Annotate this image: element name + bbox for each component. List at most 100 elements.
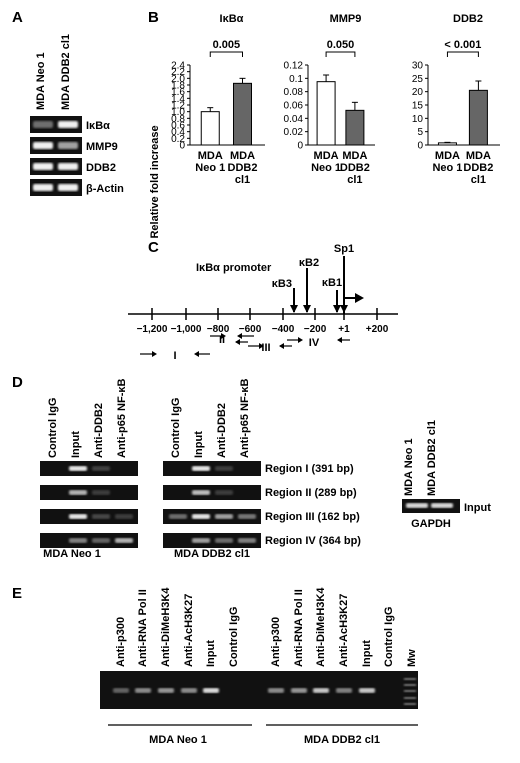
- histone-lane-label: Mw: [406, 649, 418, 667]
- histone-lane-label: Input: [205, 640, 217, 667]
- region-label-d1: Region I (391 bp): [265, 463, 354, 475]
- panel-label-e: E: [12, 585, 22, 602]
- y-tick-label: 1.4: [171, 94, 185, 105]
- histone-lane-label: Anti-RNA Pol II: [137, 589, 149, 667]
- gel-strip-mmp9: [30, 137, 82, 154]
- histone-band: [291, 688, 307, 693]
- y-tick-label: 30: [412, 61, 424, 72]
- y-tick-label: 1.2: [171, 101, 185, 112]
- bar: [345, 109, 365, 146]
- chip-gel-strip: [40, 533, 138, 548]
- promoter-tick-label: +200: [366, 324, 389, 335]
- panel-label-a: A: [12, 9, 23, 26]
- site-label-kb1: κB1: [322, 277, 342, 289]
- region-label-d4: Region IV (364 bp): [265, 535, 361, 547]
- significance-bracket: [325, 51, 356, 57]
- band-a: [58, 184, 78, 191]
- gel-strip-ddb2: [30, 158, 82, 175]
- histone-lane-label: Anti-DiMeH3K4: [315, 587, 327, 667]
- category-label: Neo 1: [195, 162, 225, 174]
- chip-band: [215, 466, 233, 471]
- histone-band: [359, 688, 375, 693]
- panel-a-gel: [30, 116, 82, 196]
- chip-band: [69, 466, 87, 471]
- p-value: 0.050: [327, 39, 355, 51]
- category-label: cl1: [235, 174, 250, 186]
- site-arrowhead-kb1: [333, 305, 341, 313]
- p-value: 0.005: [213, 39, 241, 51]
- chip-lane-label: Anti-DDB2: [216, 403, 228, 458]
- chip-lane-label: Anti-p65 NF-κB: [116, 378, 128, 458]
- gene-label-ddb2: DDB2: [86, 162, 116, 174]
- panel-a-lane-label-neo: MDA Neo 1: [35, 52, 47, 110]
- y-tick-label: 0.06: [284, 101, 304, 112]
- group-label-d-neo: MDA Neo 1: [43, 548, 101, 560]
- histone-band: [336, 688, 352, 693]
- tss-arrow: [343, 297, 356, 314]
- bar: [233, 82, 252, 146]
- chip-lane-label: Input: [70, 431, 82, 458]
- chip-band: [192, 514, 210, 519]
- gene-label-mmp9: MMP9: [86, 141, 118, 153]
- chip-band: [192, 466, 210, 471]
- y-tick-label: 15: [412, 101, 424, 112]
- y-tick-label: 25: [412, 74, 424, 85]
- gene-label-actin: β-Actin: [86, 183, 124, 195]
- chip-band: [215, 538, 233, 543]
- chip-band: [238, 538, 256, 543]
- region-label-d3: Region III (162 bp): [265, 511, 360, 523]
- histone-band: [268, 688, 284, 693]
- category-label: DDB2: [228, 162, 258, 174]
- chip-gel-strip: [163, 533, 261, 548]
- histone-band: [158, 688, 174, 693]
- y-tick-label: 20: [412, 87, 424, 98]
- chip-band: [69, 490, 87, 495]
- histone-lane-label: Control IgG: [228, 607, 240, 668]
- histone-lane-label: Control IgG: [383, 607, 395, 668]
- histone-band: [135, 688, 151, 693]
- y-tick-label: 0.8: [171, 114, 185, 125]
- gapdh-lane-label-neo: MDA Neo 1: [403, 438, 415, 496]
- bar: [437, 142, 457, 146]
- chip-gel-strip: [40, 461, 138, 476]
- significance-bracket: [209, 51, 243, 57]
- bar: [468, 89, 488, 146]
- histone-lane-label: Anti-p300: [115, 617, 127, 667]
- tss-arrowhead: [355, 293, 364, 303]
- y-tick-label: 0: [297, 141, 303, 152]
- chip-gel-strip: [40, 485, 138, 500]
- panel-label-d: D: [12, 374, 23, 391]
- promoter-tick-label: −800: [207, 324, 230, 335]
- gapdh-gel: [402, 499, 460, 513]
- category-label: MDA: [435, 150, 460, 162]
- band-a: [33, 163, 53, 170]
- promoter-tick-label: −1,000: [171, 324, 202, 335]
- band-a: [33, 184, 53, 191]
- histone-lane-label: Anti-DiMeH3K4: [160, 587, 172, 667]
- site-arrowhead-kb3: [290, 305, 298, 313]
- panel-label-b: B: [148, 9, 159, 26]
- promoter-map: [128, 256, 398, 357]
- histone-band: [113, 688, 129, 693]
- category-label: MDA: [342, 150, 367, 162]
- gapdh-input-label: Input: [464, 502, 491, 514]
- significance-bracket: [446, 51, 479, 57]
- y-tick-label: 0.04: [284, 114, 304, 125]
- chip-lane-label: Input: [193, 431, 205, 458]
- panel-e-gel: [100, 671, 418, 709]
- y-tick-label: 2.4: [171, 61, 185, 72]
- y-tick-label: 1.6: [171, 87, 185, 98]
- promoter-tick-label: +1: [338, 324, 350, 335]
- y-tick-label: 1.0: [171, 107, 185, 118]
- y-tick-label: 0: [179, 141, 185, 152]
- promoter-tick-label: −400: [272, 324, 295, 335]
- histone-band: [181, 688, 197, 693]
- chip-band: [169, 514, 187, 519]
- chip-band: [192, 538, 210, 543]
- chip-band: [92, 466, 110, 471]
- histone-lane-label: Anti-RNA Pol II: [293, 589, 305, 667]
- histone-band: [203, 688, 219, 693]
- chip-gel-strip: [163, 461, 261, 476]
- chip-band: [215, 514, 233, 519]
